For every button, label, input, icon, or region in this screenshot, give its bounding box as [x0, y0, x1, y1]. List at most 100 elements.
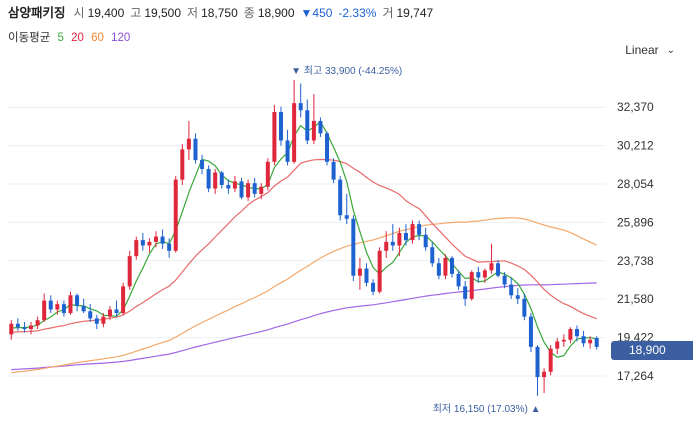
candle-body — [127, 256, 132, 287]
high-value: 19,500 — [144, 6, 182, 20]
candle-body — [200, 160, 205, 169]
candle-body — [502, 275, 507, 285]
candle-body — [121, 286, 126, 314]
quote-header: 삼양패키징 시 19,400 고 19,500 저 18,750 종 18,90… — [8, 2, 439, 20]
ma-120-line — [11, 282, 597, 371]
y-tick-label: 28,054 — [617, 177, 654, 191]
y-tick-label: 21,580 — [617, 292, 654, 306]
candle-body — [390, 241, 395, 246]
candle-body — [318, 120, 323, 134]
candle-body — [436, 263, 441, 276]
candle-body — [61, 304, 66, 314]
candle-body — [344, 215, 349, 219]
change-percent: -2.33% — [338, 6, 377, 20]
candle-body — [450, 257, 454, 274]
low-annotation: 최저 16,150 (17.03%) ▲ — [433, 403, 541, 415]
candle-body — [180, 149, 185, 180]
volume-value: 19,747 — [396, 6, 434, 20]
candle-body — [292, 103, 297, 162]
low-label: 저 — [187, 6, 199, 20]
candle-body — [515, 295, 520, 299]
y-tick-label: 32,370 — [617, 100, 654, 114]
candle-body — [522, 298, 527, 317]
candle-body — [417, 224, 422, 235]
candle-body — [364, 268, 369, 283]
ma-5-label[interactable]: 5 — [57, 32, 64, 44]
candle-body — [298, 103, 303, 111]
candle-body — [469, 272, 474, 299]
candle-body — [22, 327, 27, 330]
candle-body — [325, 133, 330, 162]
candle-body — [206, 168, 211, 189]
candle-body — [186, 138, 191, 150]
y-tick-label: 25,896 — [617, 215, 654, 229]
candle-body — [160, 236, 165, 244]
y-tick-label: 17,264 — [617, 369, 654, 383]
candle-body — [555, 341, 560, 349]
volume-label: 거 — [382, 6, 394, 20]
candle-body — [588, 339, 593, 344]
candle-body — [154, 236, 158, 242]
candle-body — [246, 183, 251, 198]
candle-body — [542, 371, 547, 378]
candle-body — [496, 263, 501, 276]
current-price-tag: 18,900 — [611, 341, 693, 360]
candle-body — [581, 336, 586, 344]
candle-body — [101, 316, 106, 324]
candle-body — [548, 348, 553, 372]
candle-body — [371, 282, 376, 292]
candle-body — [167, 243, 172, 251]
candle-body — [114, 309, 119, 314]
candle-body — [219, 172, 224, 185]
close-label: 종 — [243, 6, 255, 20]
candle-body — [476, 272, 481, 278]
candle-body — [226, 184, 231, 189]
candle-body — [48, 300, 53, 310]
ma-120-label[interactable]: 120 — [111, 32, 131, 44]
candle-body — [410, 224, 415, 241]
ma-60-line — [11, 217, 597, 374]
candle-body — [331, 161, 336, 180]
candle-body — [423, 234, 428, 248]
change-value: ▼450 — [300, 6, 333, 20]
ma-20-label[interactable]: 20 — [71, 32, 84, 44]
candle-body — [278, 112, 283, 141]
candle-body — [443, 257, 448, 276]
ma-60-label[interactable]: 60 — [91, 32, 104, 44]
candle-body — [568, 329, 573, 340]
low-value: 18,750 — [201, 6, 238, 20]
candle-body — [285, 140, 290, 162]
candle-body — [272, 112, 277, 162]
candle-body — [94, 318, 99, 324]
candle-body — [147, 241, 152, 246]
candle-body — [252, 183, 257, 194]
candle-body — [107, 309, 112, 317]
scale-selector[interactable]: Linear ⌄ — [625, 43, 675, 57]
candle-body — [489, 263, 494, 271]
candle-body — [338, 179, 343, 216]
close-value: 18,900 — [257, 6, 295, 20]
candle-body — [430, 247, 435, 264]
candle-body — [574, 329, 579, 337]
candle-body — [594, 337, 599, 347]
candle-body — [463, 286, 468, 299]
candle-body — [509, 284, 514, 296]
candle-body — [193, 138, 198, 161]
candle-body — [357, 268, 362, 276]
candle-body — [482, 270, 487, 278]
open-value: 19,400 — [87, 6, 125, 20]
candle-body — [213, 172, 218, 189]
chevron-down-icon: ⌄ — [666, 44, 675, 56]
ma-legend-title: 이동평균 — [8, 32, 51, 44]
candle-body — [456, 273, 461, 287]
candle-body — [42, 300, 47, 321]
candle-body — [173, 179, 178, 251]
ma-20-line — [11, 158, 597, 333]
candle-body — [561, 339, 566, 342]
high-label: 고 — [130, 6, 142, 20]
candle-body — [55, 304, 60, 310]
moving-average-legend: 이동평균 5 20 60 120 — [8, 29, 134, 45]
candle-body — [311, 120, 316, 141]
candle-body — [259, 186, 264, 194]
